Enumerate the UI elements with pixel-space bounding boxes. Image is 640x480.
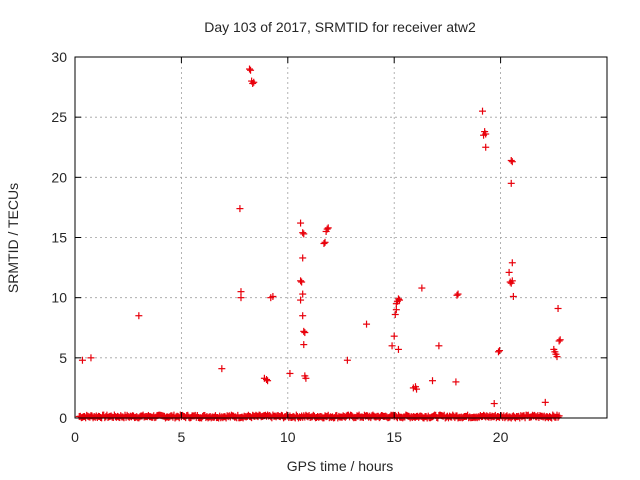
- data-point: [343, 356, 351, 364]
- data-point: [507, 179, 515, 187]
- data-point: [508, 259, 516, 267]
- data-point: [249, 79, 257, 87]
- data-point: [321, 238, 329, 246]
- data-point: [452, 378, 460, 386]
- y-tick-label: 25: [51, 109, 67, 125]
- data-point: [299, 290, 307, 298]
- data-point: [508, 158, 516, 166]
- data-point: [135, 312, 143, 320]
- data-point: [363, 320, 371, 328]
- data-point: [556, 336, 564, 344]
- data-point: [490, 400, 498, 408]
- data-point: [435, 342, 443, 350]
- x-tick-label: 10: [280, 429, 296, 445]
- data-point: [218, 365, 226, 373]
- data-point: [300, 327, 308, 335]
- data-point: [394, 295, 402, 303]
- y-tick-label: 5: [59, 350, 67, 366]
- data-point: [394, 345, 402, 353]
- data-point: [236, 205, 244, 213]
- data-point: [554, 304, 562, 312]
- data-point: [392, 306, 400, 314]
- data-point: [299, 229, 307, 237]
- data-point: [413, 385, 421, 393]
- data-point: [505, 268, 513, 276]
- data-point: [418, 284, 426, 292]
- x-axis-label: GPS time / hours: [287, 458, 394, 474]
- data-point: [479, 107, 487, 115]
- data-point: [429, 377, 437, 385]
- grid-lines: [75, 57, 607, 418]
- data-point: [250, 78, 258, 86]
- data-point: [453, 291, 461, 299]
- x-tick-label: 20: [493, 429, 509, 445]
- data-point: [300, 341, 308, 349]
- data-point: [299, 254, 307, 262]
- data-point: [264, 377, 272, 385]
- data-point: [454, 290, 462, 298]
- chart-title: Day 103 of 2017, SRMTID for receiver atw…: [204, 19, 476, 35]
- y-tick-label: 0: [59, 410, 67, 426]
- data-point: [269, 292, 277, 300]
- data-point: [553, 353, 561, 361]
- data-point: [297, 296, 305, 304]
- y-tick-label: 15: [51, 230, 67, 246]
- plot-frame: [74, 56, 608, 419]
- data-point: [496, 347, 504, 355]
- data-point: [494, 348, 502, 356]
- data-point: [237, 288, 245, 296]
- data-point: [286, 369, 294, 377]
- data-point: [482, 130, 490, 138]
- data-point: [299, 312, 307, 320]
- y-tick-label: 10: [51, 290, 67, 306]
- data-point: [541, 398, 549, 406]
- x-tick-label: 5: [178, 429, 186, 445]
- data-point: [78, 356, 86, 364]
- data-point: [87, 354, 95, 362]
- data-point: [302, 374, 310, 382]
- data-point: [508, 277, 516, 285]
- x-tick-label: 15: [386, 429, 402, 445]
- data-point: [300, 230, 308, 238]
- data-point: [297, 219, 305, 227]
- data-point: [555, 337, 563, 345]
- baseline-point: [554, 413, 562, 421]
- data-point: [320, 240, 328, 248]
- data-point: [396, 296, 404, 304]
- axis-ticks: 0 5 10 15 20 0 5 10 15 20 25 30: [51, 49, 607, 445]
- data-point: [507, 156, 515, 164]
- data-point: [323, 225, 331, 233]
- data-point: [237, 294, 245, 302]
- data-point: [482, 143, 490, 151]
- data-point: [247, 66, 255, 74]
- data-point: [301, 329, 309, 337]
- y-tick-label: 20: [51, 169, 67, 185]
- data-point: [388, 342, 396, 350]
- data-point: [391, 311, 399, 319]
- data-point: [263, 375, 271, 383]
- y-axis-label: SRMTID / TECUs: [5, 183, 21, 293]
- data-point: [245, 65, 253, 73]
- data-point: [298, 278, 306, 286]
- data-point: [390, 332, 398, 340]
- x-tick-label: 0: [71, 429, 79, 445]
- data-point: [509, 292, 517, 300]
- y-tick-label: 30: [51, 49, 67, 65]
- data-point: [297, 277, 305, 285]
- data-point: [324, 224, 332, 232]
